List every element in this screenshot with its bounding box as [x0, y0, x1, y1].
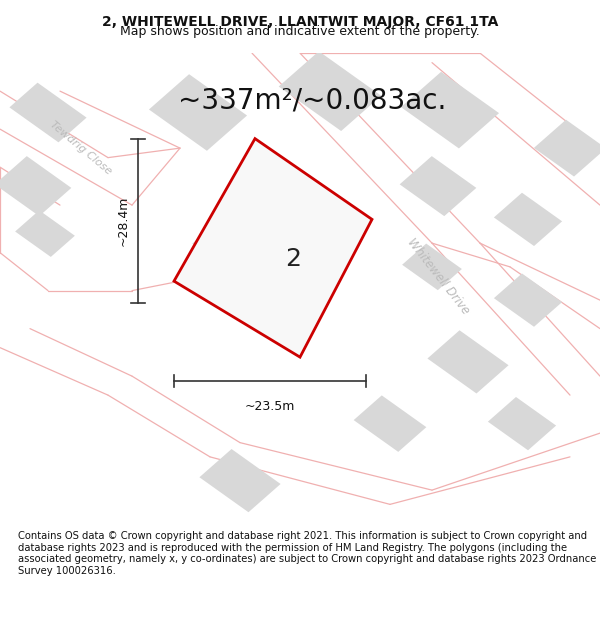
Polygon shape: [15, 211, 75, 257]
Polygon shape: [488, 397, 556, 450]
Text: ~337m²/~0.083ac.: ~337m²/~0.083ac.: [178, 86, 446, 114]
Text: Tewdrig Close: Tewdrig Close: [48, 119, 113, 177]
Polygon shape: [0, 156, 71, 216]
Polygon shape: [401, 72, 499, 148]
Polygon shape: [402, 244, 462, 290]
Text: Contains OS data © Crown copyright and database right 2021. This information is : Contains OS data © Crown copyright and d…: [18, 531, 596, 576]
Text: Whitewell Drive: Whitewell Drive: [404, 236, 472, 317]
Text: ~23.5m: ~23.5m: [245, 400, 295, 413]
Polygon shape: [149, 74, 247, 151]
Polygon shape: [534, 120, 600, 176]
Polygon shape: [400, 156, 476, 216]
Polygon shape: [494, 192, 562, 246]
Polygon shape: [192, 201, 312, 294]
Polygon shape: [279, 51, 381, 131]
Text: ~28.4m: ~28.4m: [116, 196, 130, 246]
Polygon shape: [427, 330, 509, 394]
Text: 2: 2: [285, 246, 301, 271]
Polygon shape: [494, 274, 562, 327]
Polygon shape: [174, 139, 372, 357]
Text: 2, WHITEWELL DRIVE, LLANTWIT MAJOR, CF61 1TA: 2, WHITEWELL DRIVE, LLANTWIT MAJOR, CF61…: [102, 15, 498, 29]
Polygon shape: [10, 82, 86, 142]
Polygon shape: [199, 449, 281, 512]
Polygon shape: [353, 396, 427, 452]
Text: Map shows position and indicative extent of the property.: Map shows position and indicative extent…: [120, 25, 480, 38]
